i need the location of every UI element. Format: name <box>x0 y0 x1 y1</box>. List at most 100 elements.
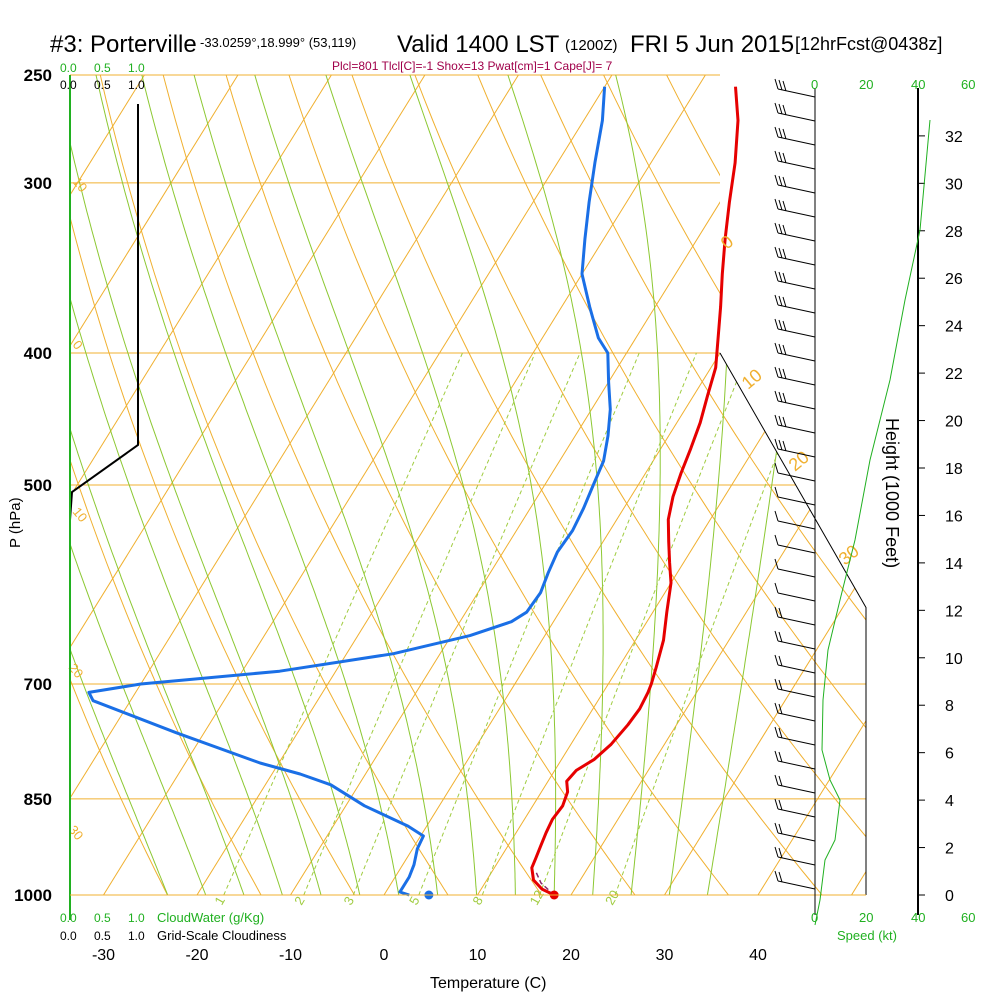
wind-barb-staff <box>777 664 816 674</box>
cl-tick-bot-1: 0.5 <box>94 929 111 943</box>
wind-barb-flag <box>774 294 779 306</box>
wind-barb <box>774 78 816 98</box>
wind-barb <box>774 294 816 314</box>
mixing-ratio-line <box>223 352 463 895</box>
isotherm-line <box>70 75 332 895</box>
wind-barb-staff <box>777 832 816 842</box>
adiabat-label: 20 <box>66 660 87 681</box>
pressure-tick-label: 500 <box>24 476 52 495</box>
wind-barb-staff <box>777 568 816 578</box>
isotherm-line <box>757 75 866 895</box>
wind-barb-staff <box>777 592 816 602</box>
wind-barb-flag <box>774 390 779 402</box>
wind-barb-flag <box>778 343 783 355</box>
wind-barb-flag <box>778 655 783 667</box>
moist-adiabat <box>70 75 330 895</box>
pressure-tick-label: 850 <box>24 790 52 809</box>
mixing-ratio-label: 1 <box>211 894 228 908</box>
wind-barb <box>774 270 816 290</box>
moist-adiabat <box>193 75 442 895</box>
height-tick-label: 2 <box>945 841 954 858</box>
pressure-tick-label: 400 <box>24 344 52 363</box>
wind-barb <box>774 678 816 698</box>
mixing-ratio-line <box>481 352 697 895</box>
wind-barb-flag <box>782 368 787 380</box>
wind-barb-flag <box>778 703 783 715</box>
wind-barb <box>774 846 816 866</box>
height-tick-label: 24 <box>945 319 963 336</box>
wind-barb <box>774 246 816 266</box>
wind-barb <box>774 198 816 218</box>
mixing-ratio-label: 12 <box>527 888 547 908</box>
moist-adiabat <box>141 75 404 895</box>
wind-barb-staff <box>777 160 816 170</box>
wind-barb-flag <box>778 679 783 691</box>
wind-barb <box>774 438 816 458</box>
speed-tick-bot-3: 60 <box>961 910 975 925</box>
wind-barb-flag <box>774 174 779 186</box>
cl-tick-top-2: 1.0 <box>128 78 145 92</box>
parcel-line <box>534 870 555 896</box>
height-tick-label: 10 <box>945 651 963 668</box>
wind-barb-flag <box>778 871 783 883</box>
zulu-time: (1200Z) <box>565 37 618 54</box>
mixing-ratio-line <box>418 352 640 895</box>
wind-barb-flag <box>774 342 779 354</box>
height-tick-label: 0 <box>945 888 954 905</box>
wind-barb-staff <box>777 880 816 890</box>
wind-barb-staff <box>777 808 816 818</box>
speed-tick-top-1: 20 <box>859 77 873 92</box>
dry-adiabat <box>918 75 1000 924</box>
wind-barb-flag <box>782 104 787 116</box>
wind-barb-flag <box>774 366 779 378</box>
moist-adiabat <box>702 75 814 895</box>
forecast-info: [12hrFcst@0438z] <box>795 34 942 54</box>
wind-barb-flag <box>774 798 779 810</box>
dry-adiabat <box>99 75 468 895</box>
dry-adiabat <box>414 75 866 895</box>
moist-adiabat <box>615 75 661 895</box>
wind-barb-staff <box>777 232 816 242</box>
wind-barb-staff <box>777 520 816 530</box>
wind-barb-staff <box>777 328 816 338</box>
wind-barb-flag <box>774 486 779 498</box>
temperature-tick-label: -10 <box>279 947 302 964</box>
wind-barb-flag <box>774 246 779 258</box>
moist-adiabat <box>70 75 255 895</box>
dry-adiabat <box>70 75 183 895</box>
cw-tick-bot-1: 0.5 <box>94 911 111 925</box>
wind-barb-flag <box>778 607 783 619</box>
wind-barb <box>774 486 816 506</box>
isotherm-line <box>851 75 866 895</box>
wind-barb-flag <box>778 799 783 811</box>
wind-barb-flag <box>778 175 783 187</box>
wind-barb <box>774 174 816 194</box>
wind-barb-flag <box>774 198 779 210</box>
wind-barb-staff <box>777 544 816 554</box>
speed-tick-bot-0: 0 <box>811 910 818 925</box>
wind-barb-flag <box>774 774 779 786</box>
wind-barb-staff <box>777 376 816 386</box>
speed-tick-bot-2: 40 <box>911 910 925 925</box>
wind-barb-staff <box>777 736 816 746</box>
dry-adiabat <box>854 75 866 895</box>
cw-tick-top-1: 0.5 <box>94 61 111 75</box>
wind-barb <box>774 150 816 170</box>
moist-adiabat <box>70 75 217 895</box>
wind-barb-flag <box>778 151 783 163</box>
wind-barb-flag <box>782 272 787 284</box>
moist-adiabat-grid <box>70 75 814 895</box>
temperature-tick-label: 10 <box>469 947 487 964</box>
wind-barb-flag <box>774 846 779 858</box>
wind-barb-flag <box>774 102 779 114</box>
wind-barb-flag <box>778 223 783 235</box>
wind-barb-flag <box>774 822 779 834</box>
wind-barb <box>774 102 816 122</box>
cl-tick-top-0: 0.0 <box>60 78 77 92</box>
wind-barb-flag <box>778 367 783 379</box>
wind-barb <box>774 774 816 794</box>
wind-barb <box>774 654 816 674</box>
height-tick-label: 16 <box>945 508 963 525</box>
station-coords: -33.0259°,18.999° (53,119) <box>200 35 356 50</box>
isobar-grid <box>70 74 866 896</box>
